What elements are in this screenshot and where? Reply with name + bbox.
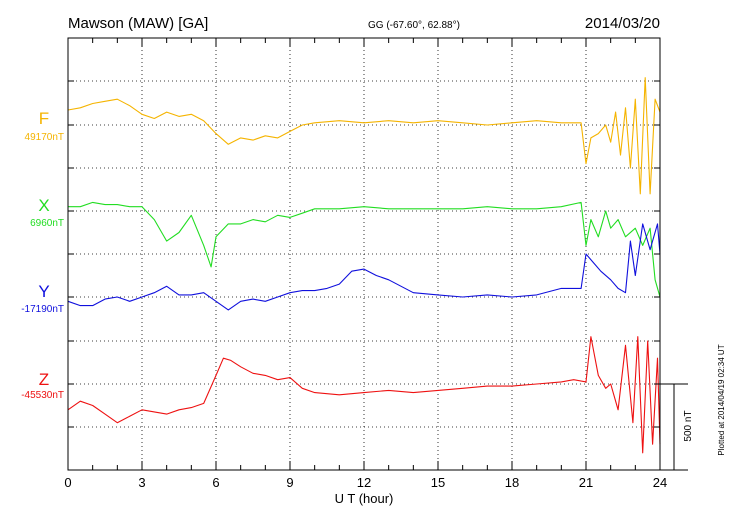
series-line-y [67,223,661,311]
x-tick-label: 15 [431,475,445,490]
series-line-z [67,336,661,454]
station-coordinates: GG (-67.60°, 62.88°) [368,20,460,31]
date-label: 2014/03/20 [585,15,660,32]
station-title: Mawson (MAW) [GA] [68,15,208,32]
scale-bar-label: 500 nT [683,410,694,441]
x-tick-label: 6 [212,475,219,490]
x-axis-label: U T (hour) [335,491,394,506]
baseline-value-x: 6960nT [30,218,64,229]
series-line-f [67,77,661,195]
plotted-timestamp: Plotted at 2014/04/19 02:34 UT [717,344,726,455]
component-label-z: Z [39,370,49,389]
series-line-x [68,201,661,298]
scale-bar: 500 nT [660,383,694,471]
x-tick-label: 0 [64,475,71,490]
x-tick-label: 21 [579,475,593,490]
series-group [67,77,661,454]
baseline-value-f: 49170nT [25,132,64,143]
component-label-f: F [39,109,49,128]
component-label-y: Y [38,282,49,301]
x-tick-label: 24 [653,475,667,490]
component-label-x: X [38,196,49,215]
x-tick-label: 3 [138,475,145,490]
baseline-value-y: -17190nT [21,304,64,315]
x-tick-label: 12 [357,475,371,490]
x-tick-label: 9 [286,475,293,490]
grid [68,38,660,470]
axis-ticks [67,37,661,470]
x-tick-label: 18 [505,475,519,490]
component-labels: F 49170nT X 6960nT Y -17190nT Z-45530nT [21,109,64,401]
baseline-value-z: -45530nT [21,390,64,401]
x-tick-labels: 0 3 6 9 12 15 18 21 24 [64,475,667,490]
